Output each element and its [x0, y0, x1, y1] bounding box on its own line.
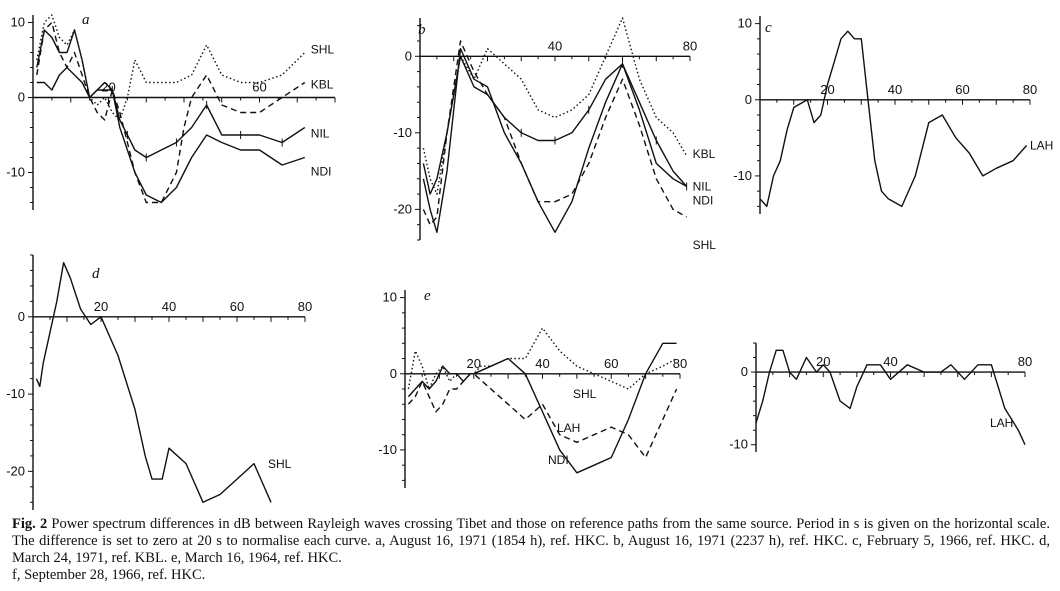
y-tick-label: 0	[18, 309, 25, 324]
y-tick-label: -20	[393, 201, 412, 216]
figure-caption: Fig. 2 Power spectrum differences in dB …	[12, 516, 1050, 584]
series-label-nil: NIL	[693, 179, 712, 193]
x-tick-label: 20	[94, 299, 108, 314]
panel-letter: c	[765, 20, 772, 36]
series-label-ndi: NDI	[311, 165, 332, 179]
panel-letter: b	[418, 22, 426, 38]
y-tick-label: 0	[390, 366, 397, 381]
series-line-ndi	[36, 66, 306, 204]
series-label-nil: NIL	[311, 127, 330, 141]
x-tick-label: 80	[683, 38, 697, 53]
x-tick-label: 20	[467, 356, 481, 371]
series-label-lah: LAH	[990, 416, 1013, 430]
x-tick-label: 40	[888, 82, 902, 97]
y-tick-label: 10	[383, 290, 397, 305]
x-tick-label: 40	[535, 356, 549, 371]
y-tick-label: -10	[393, 125, 412, 140]
series-label-shl: SHL	[311, 43, 335, 57]
series-line-kbl	[36, 21, 306, 204]
caption-label: Fig. 2	[12, 516, 48, 532]
y-tick-label: 0	[18, 90, 25, 105]
series-label-shl: SHL	[693, 238, 717, 252]
y-tick-label: 10	[738, 16, 752, 31]
series-line-lah	[407, 373, 678, 459]
series-label-lah: LAH	[557, 421, 580, 435]
x-tick-label: 60	[230, 299, 244, 314]
panel-letter: d	[92, 266, 100, 282]
series-label-kbl: KBL	[693, 147, 716, 161]
caption-text: Power spectrum differences in dB between…	[12, 516, 1050, 566]
series-label-ndi: NDI	[693, 193, 714, 207]
series-line-shl	[422, 40, 687, 226]
x-tick-label: 80	[298, 299, 312, 314]
y-tick-label: -10	[6, 386, 25, 401]
x-tick-label: 40	[883, 354, 897, 369]
series-line-ndi	[407, 342, 677, 474]
panel-letter: a	[82, 12, 90, 28]
y-tick-label: 0	[745, 92, 752, 107]
x-tick-label: 20	[820, 82, 834, 97]
series-line-kbl	[422, 17, 688, 195]
series-line-shl	[36, 14, 306, 121]
x-tick-label: 80	[1018, 354, 1032, 369]
series-label-shl: SHL	[573, 387, 597, 401]
series-line-nil	[422, 55, 688, 195]
series-line-lah	[759, 30, 1028, 208]
x-tick-label: 80	[1023, 82, 1037, 97]
y-tick-label: 0	[405, 48, 412, 63]
series-line-shl	[407, 327, 677, 390]
series-label-ndi: NDI	[548, 453, 569, 467]
x-tick-label: 60	[604, 356, 618, 371]
panel-d: 20 40 60 80 0 -10 -20 d SHL	[6, 254, 312, 510]
x-tick-label: 40	[162, 299, 176, 314]
y-tick-label: -10	[729, 437, 748, 452]
series-line-lah	[755, 349, 1026, 445]
panel-letter: e	[424, 288, 431, 304]
x-tick-label: 20	[816, 354, 830, 369]
x-tick-label: 80	[673, 356, 687, 371]
series-label-shl: SHL	[268, 457, 292, 471]
x-tick-label: 60	[252, 80, 266, 95]
series-line-nil	[36, 29, 306, 159]
series-label-kbl: KBL	[311, 78, 334, 92]
x-tick-label: 60	[955, 82, 969, 97]
y-tick-label: 0	[741, 364, 748, 379]
y-tick-label: -10	[733, 168, 752, 183]
caption-last-line: f, September 28, 1966, ref. HKC.	[12, 567, 206, 583]
x-tick-label: 40	[548, 38, 562, 53]
y-tick-label: 10	[11, 15, 25, 30]
series-label-lah: LAH	[1030, 138, 1053, 152]
y-tick-label: -10	[378, 442, 397, 457]
y-tick-label: -10	[6, 165, 25, 180]
series-line-shl	[35, 262, 272, 503]
panel-f: 20 40 80 0 -10 LAH	[729, 342, 1032, 452]
y-tick-label: -20	[6, 463, 25, 478]
